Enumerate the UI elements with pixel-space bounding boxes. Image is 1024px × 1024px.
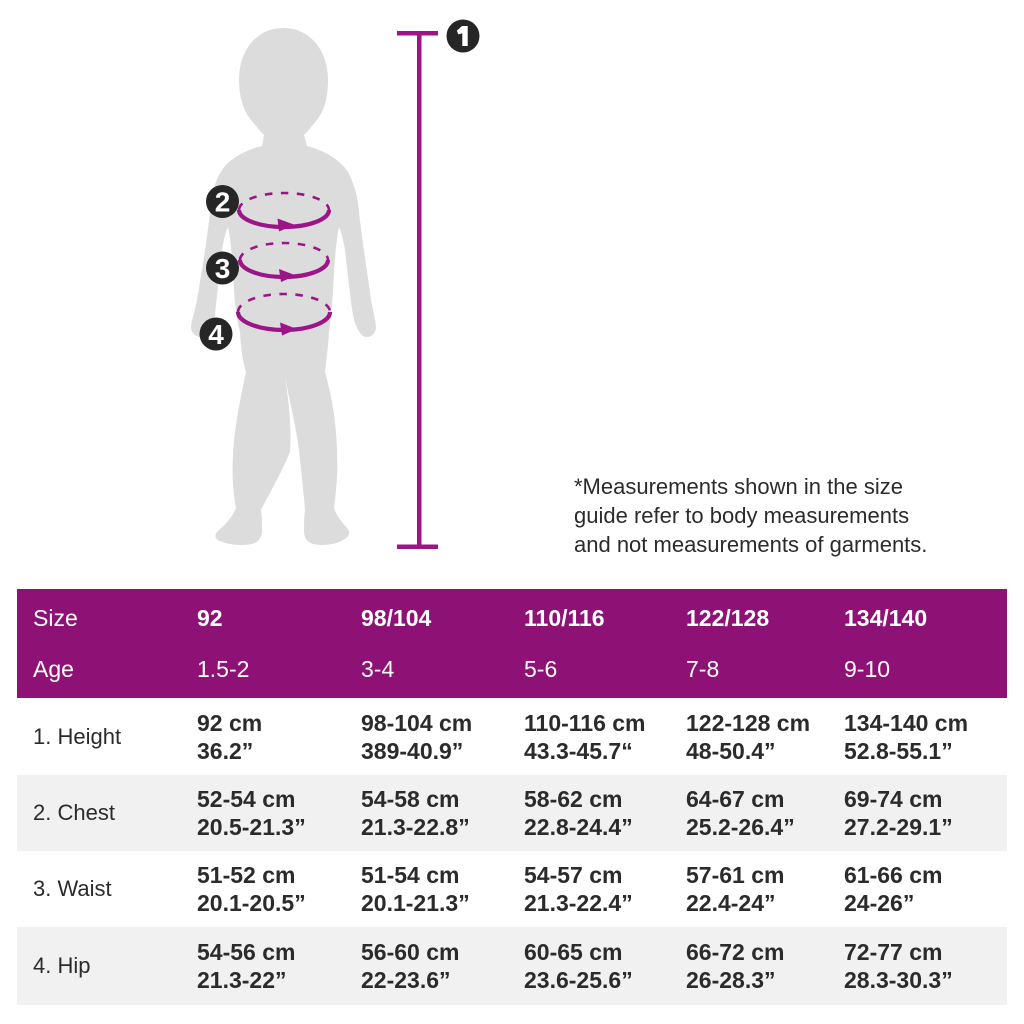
svg-text:4: 4 [208, 319, 224, 350]
svg-text:3: 3 [215, 253, 231, 284]
svg-text:2: 2 [215, 187, 231, 218]
